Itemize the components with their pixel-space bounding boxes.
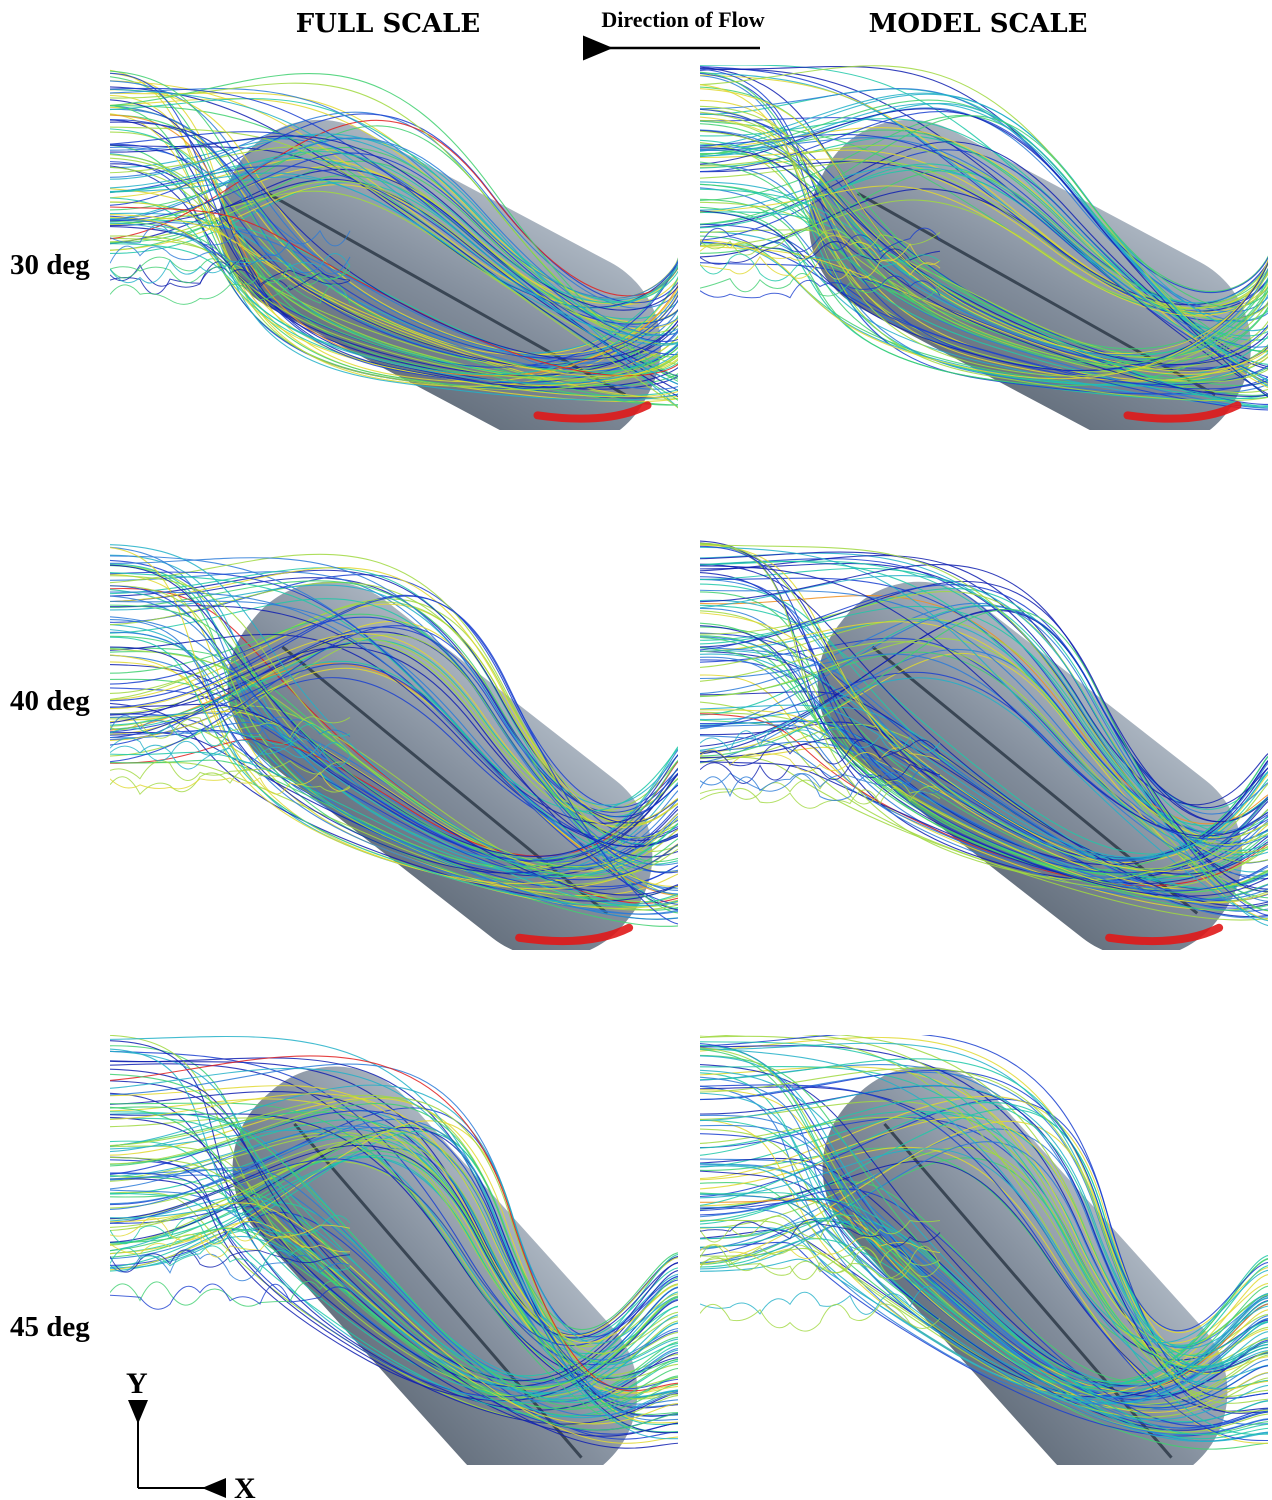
panel: [100, 1027, 680, 1500]
row-label: 45 deg: [10, 1311, 90, 1343]
right-title: MODEL SCALE: [869, 9, 1088, 39]
panel: [690, 65, 1272, 484]
panel-body: [690, 65, 1272, 484]
panel: [100, 69, 694, 483]
hull-body: [193, 1027, 676, 1500]
figure: FULL SCALE Direction of Flow MODEL SCALE…: [0, 0, 1272, 1500]
panel-body: [100, 543, 691, 996]
panel-body: [100, 1027, 680, 1500]
y-axis-label: Y: [126, 1367, 148, 1400]
hull-body: [189, 543, 690, 996]
row-label: 30 deg: [10, 249, 90, 281]
panel: [690, 541, 1272, 997]
panel-body: [690, 1027, 1270, 1500]
x-axis-label: X: [234, 1472, 256, 1500]
hull: [776, 86, 1272, 483]
hull-body: [776, 86, 1272, 483]
panels: [100, 65, 1272, 1500]
panel-body: [690, 541, 1272, 997]
high-velocity-band: [1082, 1476, 1192, 1489]
high-velocity-band: [492, 1476, 602, 1489]
panel-body: [100, 69, 694, 483]
page: {"header": {"left_title": "FULL SCALE", …: [0, 0, 1272, 1500]
panel: [100, 543, 691, 996]
panel: [690, 1027, 1270, 1500]
flow-label: Direction of Flow: [601, 7, 764, 32]
hull: [193, 1027, 676, 1500]
hull: [189, 543, 690, 996]
left-title: FULL SCALE: [296, 9, 481, 39]
row-label: 40 deg: [10, 685, 90, 717]
